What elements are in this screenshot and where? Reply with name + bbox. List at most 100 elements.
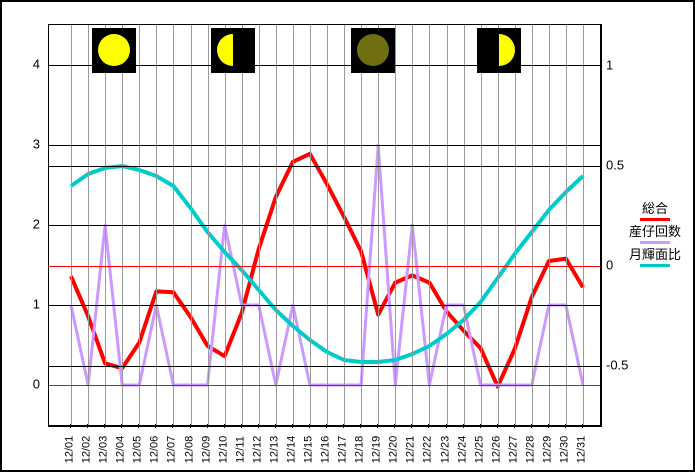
right-axis-tick-label: 1 [606,57,614,73]
last-quarter-moon-disc [217,34,233,66]
x-axis-date-label: 12/14 [285,435,298,464]
legend-entry-total: 総合 [640,201,670,221]
x-axis-tick [411,424,413,428]
x-axis-tick [496,424,498,428]
right-axis-tick-label: 0.5 [606,157,625,173]
x-axis-tick [138,424,140,428]
x-axis-date-label: 12/09 [200,435,212,464]
legend-swatch-births [639,241,670,244]
h-gridline [49,225,600,226]
x-axis-date-label: 12/18 [353,435,366,464]
legend-label-births: 産仔回数 [628,224,681,239]
x-axis-date-label: 12/26 [490,435,503,464]
right-axis-tick-label: -0.5 [606,357,629,373]
x-axis-tick [104,424,106,428]
x-axis-date-label: 12/23 [439,435,451,464]
legend-entry-births: 産仔回数 [629,224,681,244]
new-moon-moon-icon [351,28,395,73]
legend-label-moon-illumination: 月輝面比 [628,247,681,262]
x-axis-tick [582,424,583,428]
x-axis-date-label: 12/03 [97,435,110,464]
x-axis-date-label: 12/05 [131,435,144,464]
x-axis-tick [445,424,447,428]
x-axis-date-label: 12/24 [456,435,468,464]
x-axis-tick [172,424,174,428]
x-axis-date-label: 12/21 [404,435,417,464]
left-axis-tick-label: 0 [32,376,40,392]
full-moon-moon-disc [98,34,130,66]
x-axis-tick [530,424,532,428]
plot-area [48,24,602,427]
x-axis-date-label: 12/20 [387,435,400,464]
left-axis-tick-label: 2 [32,216,40,232]
x-axis-date-label: 12/28 [524,435,537,464]
legend: 総合 産仔回数 月輝面比 [616,201,693,270]
x-axis-tick [547,424,549,428]
h-gridline [49,166,600,167]
full-moon-moon-icon [92,28,136,73]
x-axis-tick [377,424,379,428]
x-axis-date-label: 12/04 [114,435,127,464]
x-axis-date-label: 12/27 [507,435,520,464]
x-axis-tick [479,424,481,428]
first-quarter-moon-icon [477,28,521,73]
x-axis-tick [308,424,310,428]
x-axis-tick [274,424,276,428]
x-axis-date-label: 12/12 [251,435,264,464]
x-axis-date-label: 12/06 [148,435,161,464]
h-gridline [49,366,600,367]
x-axis-tick [206,424,208,428]
last-quarter-moon-icon [211,28,255,73]
new-moon-moon-disc [357,34,389,66]
x-axis-date-label: 12/07 [165,435,178,464]
x-axis-date-label: 12/22 [421,435,434,464]
legend-swatch-total [640,218,670,221]
x-axis-tick [240,424,242,428]
x-axis-tick [291,424,293,428]
x-axis-date-label: 12/15 [302,435,315,464]
x-axis-tick [257,424,259,428]
legend-entry-moon-illumination: 月輝面比 [629,247,681,267]
x-axis-tick [223,424,225,428]
left-axis-tick-label: 4 [32,56,40,72]
x-axis-tick [343,424,345,428]
zero-gridline [49,385,600,386]
x-axis-tick [360,424,362,428]
x-axis-tick [189,424,191,428]
x-axis-date-label: 12/08 [183,435,195,464]
x-axis-date-label: 12/02 [80,435,93,464]
legend-swatch-moon-illumination [639,264,670,267]
x-axis-date-label: 12/10 [217,435,230,464]
x-axis-tick [155,424,157,428]
x-axis-date-label: 12/17 [336,435,349,464]
x-axis-tick [428,424,430,428]
x-axis-tick [121,424,123,428]
x-axis-date-label: 12/31 [575,435,588,464]
h-gridline [49,305,600,306]
x-axis-date-label: 12/11 [234,436,247,463]
x-axis-labels: 12/01 12/02 12/03 12/04 12/05 12/06 12/07 12/08… [48,424,599,470]
zero-gridline [49,266,600,267]
h-gridline [49,65,600,66]
h-gridline [49,145,600,146]
legend-label-total: 総合 [641,201,668,216]
x-axis-date-label: 12/25 [473,435,486,464]
x-axis-tick [87,424,89,428]
x-axis-tick [462,424,464,428]
x-axis-tick [564,424,566,428]
x-axis-date-label: 12/19 [370,435,383,464]
x-axis-tick [326,424,327,428]
x-axis-tick [513,424,515,428]
x-axis-date-label: 12/29 [541,435,554,464]
x-axis-date-label: 12/16 [319,435,332,464]
x-axis-date-label: 12/30 [558,435,571,464]
x-axis-date-label: 12/01 [63,435,76,464]
left-axis-tick-label: 3 [32,136,40,152]
x-axis-tick [394,424,396,428]
first-quarter-moon-disc [499,34,515,66]
left-axis-tick-label: 1 [32,296,40,312]
x-axis-tick [70,424,71,428]
x-axis-date-label: 12/13 [268,435,281,464]
right-axis-tick-label: 0 [606,257,614,273]
